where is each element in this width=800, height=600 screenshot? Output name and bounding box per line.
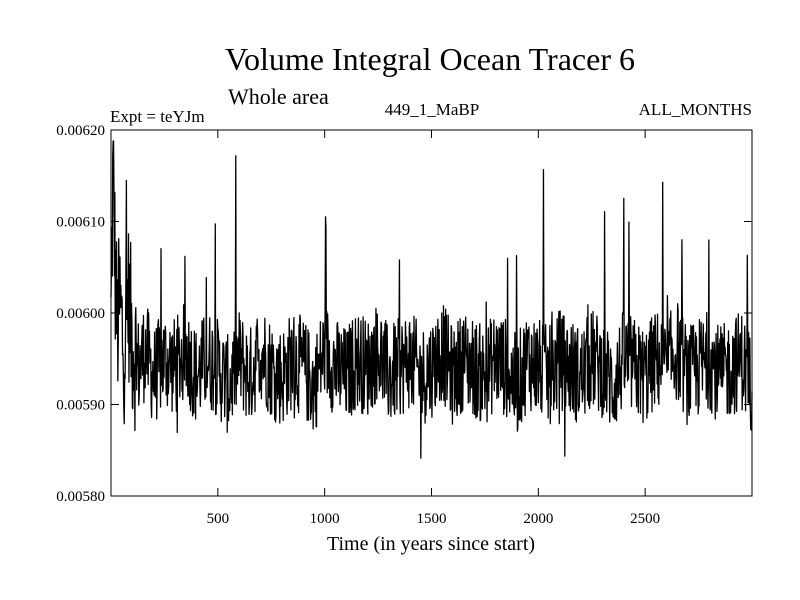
months-label: ALL_MONTHS: [639, 100, 752, 119]
expt-label: Expt = teYJm: [110, 107, 205, 126]
x-tick-label: 1000: [310, 511, 340, 527]
x-axis-ticks: 500 1000 1500 2000 2500: [207, 130, 660, 527]
run-label: 449_1_MaBP: [385, 100, 479, 119]
y-tick-label: 0.00590: [56, 398, 105, 414]
y-axis-ticks: 0.00580 0.00590 0.00600 0.00610 0.00620: [56, 123, 752, 505]
x-tick-label: 2000: [523, 511, 553, 527]
x-tick-label: 500: [207, 511, 230, 527]
chart-subtitle: Whole area: [228, 84, 329, 109]
data-series-line: [110, 140, 753, 459]
y-tick-label: 0.00580: [56, 489, 105, 505]
y-tick-label: 0.00610: [56, 215, 105, 231]
x-tick-label: 2500: [630, 511, 660, 527]
plot-frame: [110, 129, 753, 497]
x-tick-label: 1500: [417, 511, 447, 527]
x-axis-label: Time (in years since start): [327, 533, 535, 555]
y-tick-label: 0.00620: [56, 123, 105, 139]
y-tick-label: 0.00600: [56, 306, 105, 322]
chart-title: Volume Integral Ocean Tracer 6: [225, 41, 635, 77]
